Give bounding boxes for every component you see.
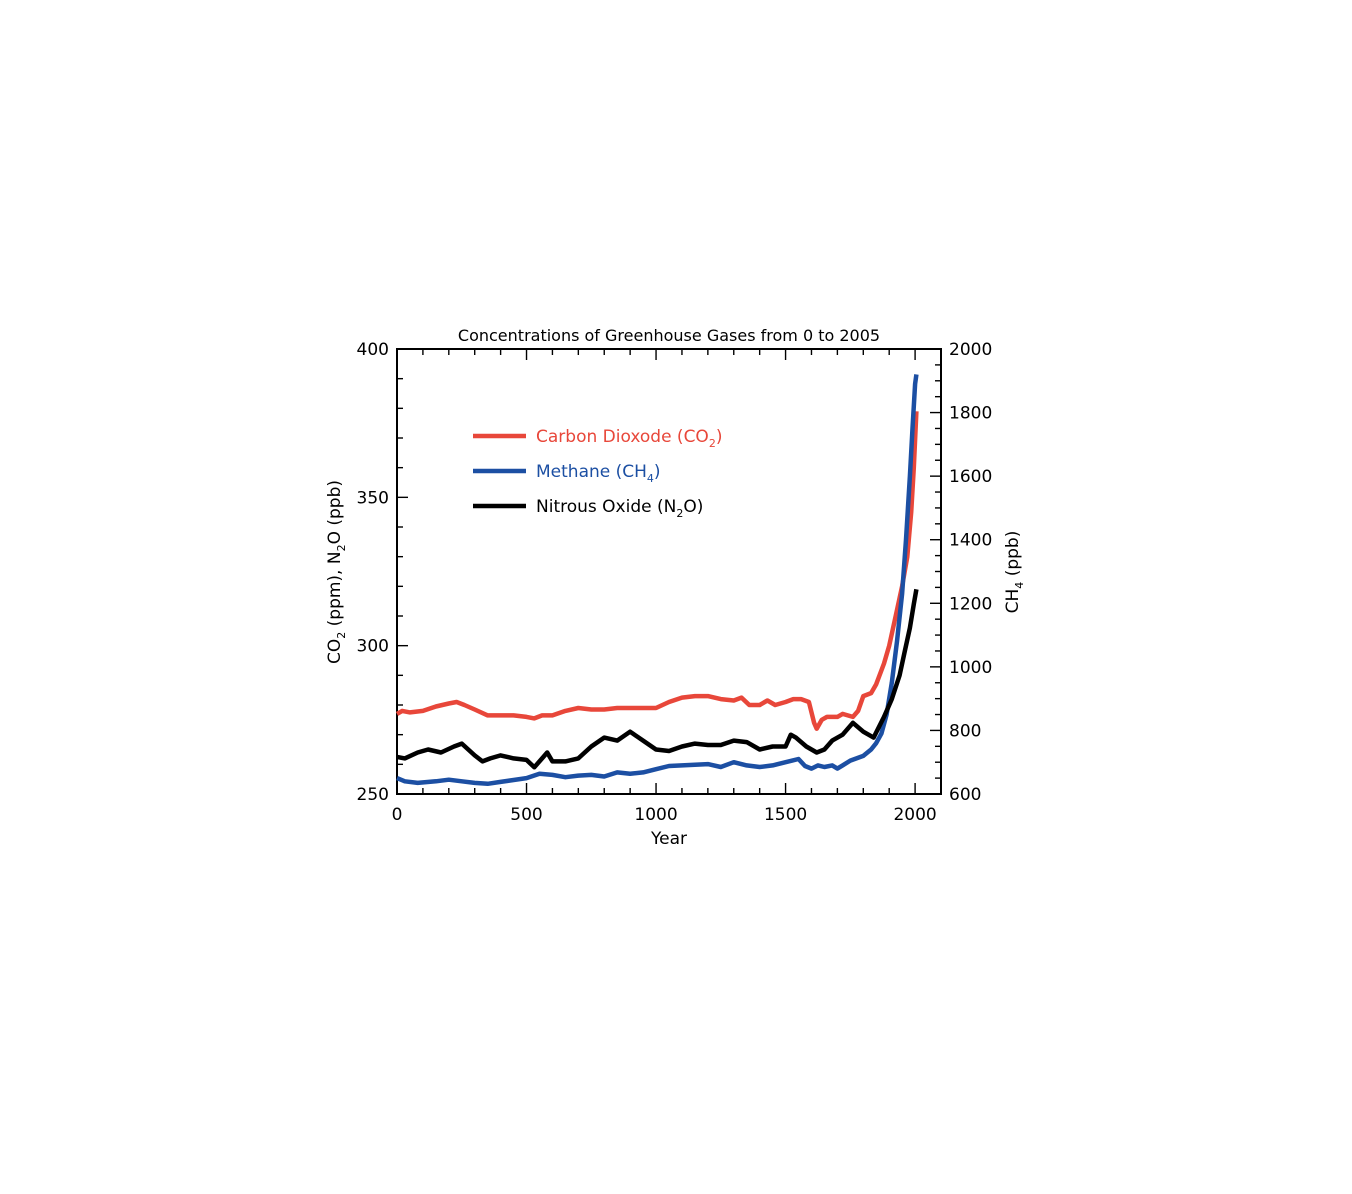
y-right-tick-label: 600 [949,785,981,805]
y-left-tick-label: 250 [357,785,389,805]
y-right-tick-label: 800 [949,721,981,741]
y-axis-left: 250 300 350 400 [357,340,408,805]
y-axis-right: 600 800 1000 1200 1400 1600 1800 2000 [930,340,992,805]
co2-series-line [395,411,919,731]
y-right-tick-label: 2000 [949,340,992,360]
legend: Carbon Dioxode (CO2) Methane (CH4) Nitrous… [473,427,722,520]
y-axis-left-title: CO2 (ppm), N2O (ppb) [325,480,348,664]
y-left-tick-label: 400 [357,340,389,360]
y-right-tick-label: 1200 [949,594,992,614]
ch4-legend-label: Methane (CH4) [536,462,661,485]
y-right-tick-label: 1600 [949,467,992,487]
x-axis-title: Year [650,829,687,849]
y-axis-right-title: CH4 (ppb) [1003,531,1026,614]
co2-legend-label: Carbon Dioxode (CO2) [536,427,722,450]
n2o-legend-label: Nitrous Oxide (N2O) [536,497,703,520]
chart-title: Concentrations of Greenhouse Gases from … [458,326,880,345]
series-group [395,374,919,787]
y-right-tick-label: 1800 [949,404,992,424]
ch4-series-line [396,374,919,787]
x-tick-label: 1500 [764,805,807,825]
x-axis: 0 500 1000 1500 2000 [392,349,942,825]
x-tick-label: 1000 [634,805,677,825]
y-right-tick-label: 1000 [949,658,992,678]
x-tick-label: 0 [392,805,403,825]
y-left-tick-label: 300 [357,637,389,657]
x-tick-label: 2000 [893,805,936,825]
y-right-tick-label: 1400 [949,531,992,551]
n2o-series-line [396,588,919,770]
x-tick-label: 500 [510,805,542,825]
y-left-tick-label: 350 [357,488,389,508]
